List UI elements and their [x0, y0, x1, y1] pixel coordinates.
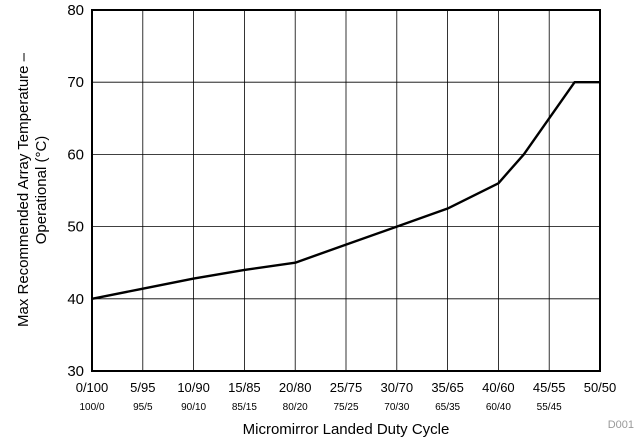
temperature-limit-line: [91, 81, 600, 300]
plot-frame: [91, 9, 601, 372]
y-axis-label-line2: Operational (°C): [33, 136, 50, 245]
x-tick-labels: 0/100 100/0 5/95 95/5 10/90 90/10 15/85 85/15 20…: [76, 380, 617, 413]
x-tick-label-secondary: 75/25: [333, 402, 358, 413]
x-tick-label: 5/95: [130, 380, 155, 395]
y-tick-label: 40: [67, 291, 84, 308]
x-tick-label: 20/80: [279, 380, 312, 395]
x-tick-label-secondary: 70/30: [384, 402, 409, 413]
x-tick-label: 10/90: [177, 380, 210, 395]
x-tick-label: 25/75: [330, 380, 363, 395]
y-tick-label: 50: [67, 219, 84, 236]
y-axis-label-line1: Max Recommended Array Temperature –: [15, 52, 32, 327]
y-tick-label: 60: [67, 146, 84, 163]
x-tick-label-secondary: 85/15: [232, 402, 257, 413]
x-axis-label: Micromirror Landed Duty Cycle: [243, 421, 450, 438]
y-tick-labels: 30 40 50 60 70 80: [67, 2, 84, 380]
x-tick-label: 15/85: [228, 380, 261, 395]
y-tick-label: 80: [67, 2, 84, 19]
x-tick-label-secondary: 60/40: [486, 402, 511, 413]
grid-lines: [92, 10, 600, 371]
x-tick-label-secondary: 90/10: [181, 402, 206, 413]
x-tick-label-secondary: 80/20: [283, 402, 308, 413]
y-tick-label: 70: [67, 74, 84, 91]
x-tick-label-secondary: 55/45: [537, 402, 562, 413]
x-tick-label-secondary: 65/35: [435, 402, 460, 413]
x-tick-label: 45/55: [533, 380, 566, 395]
figure-code: D001: [608, 419, 634, 431]
x-tick-label: 0/100: [76, 380, 109, 395]
x-tick-label-secondary: 95/5: [133, 402, 153, 413]
x-tick-label-secondary: 100/0: [79, 402, 104, 413]
x-tick-label: 40/60: [482, 380, 515, 395]
x-tick-label: 30/70: [381, 380, 414, 395]
x-tick-label: 50/50: [584, 380, 617, 395]
x-tick-label: 35/65: [431, 380, 464, 395]
y-tick-label: 30: [67, 363, 84, 380]
